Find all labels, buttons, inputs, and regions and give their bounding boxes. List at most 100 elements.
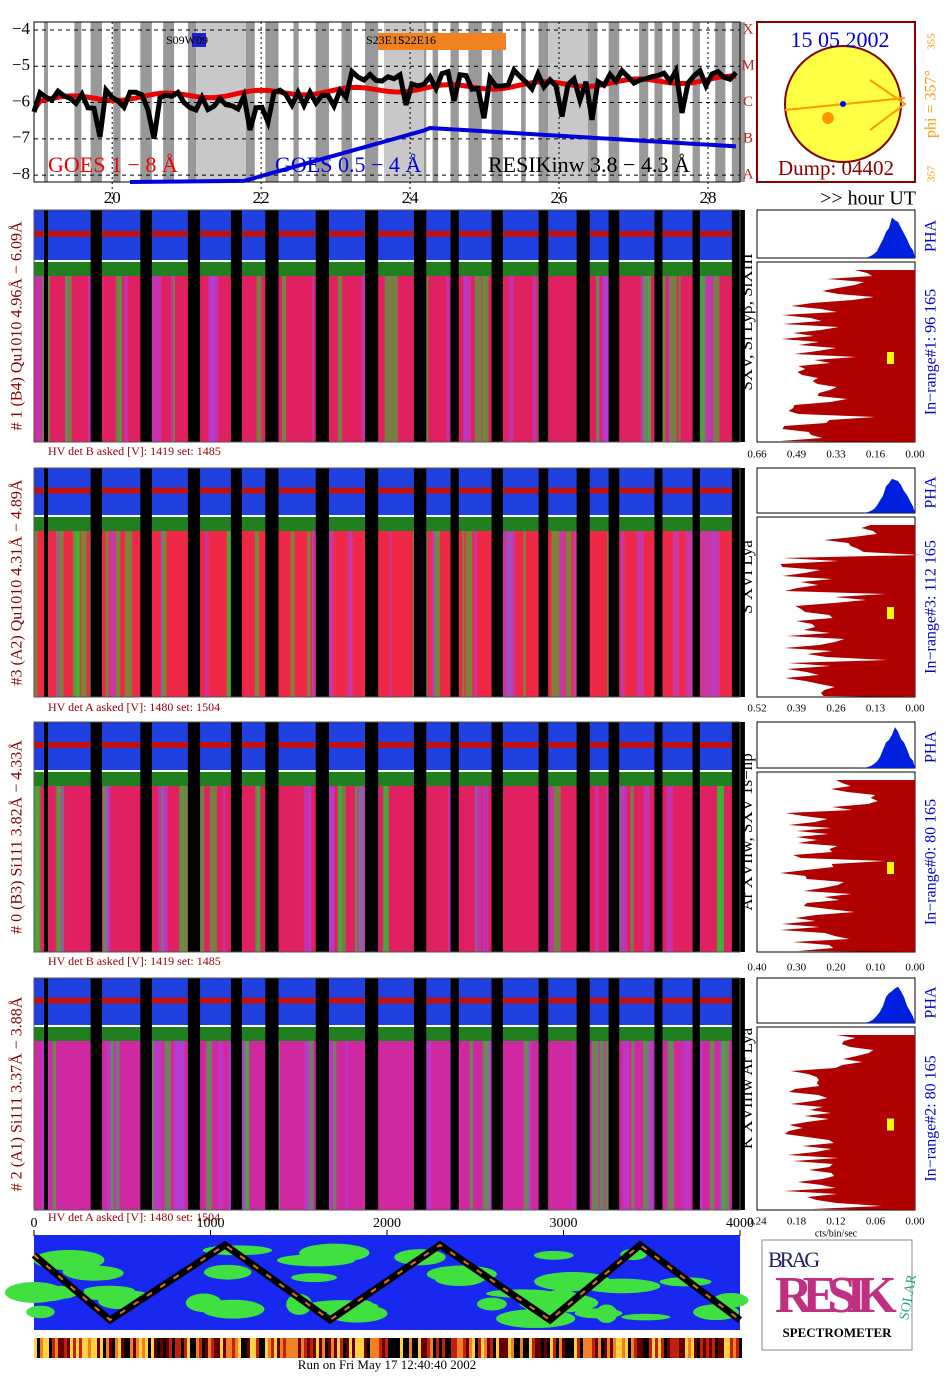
speckle-column bbox=[115, 531, 121, 697]
speckle-column bbox=[666, 786, 673, 952]
gap-bar bbox=[538, 22, 549, 182]
color-bar-cell bbox=[163, 1338, 166, 1358]
color-bar-cell bbox=[118, 1338, 121, 1358]
speckle-column bbox=[162, 786, 169, 952]
x-tick-label: 28 bbox=[699, 188, 716, 207]
speckle-column bbox=[164, 1041, 171, 1210]
color-bar-cell bbox=[112, 1338, 115, 1358]
color-bar-cell bbox=[106, 1338, 109, 1358]
color-bar-cell bbox=[394, 1338, 397, 1358]
spectrum bbox=[784, 1035, 915, 1210]
speckle-column bbox=[683, 1041, 691, 1210]
data-gap bbox=[230, 978, 242, 1210]
color-bar-cell bbox=[184, 1338, 187, 1358]
speckle-column bbox=[172, 276, 175, 442]
color-bar-cell bbox=[700, 1338, 703, 1358]
color-bar-cell bbox=[478, 1338, 481, 1358]
color-bar-cell bbox=[208, 1338, 211, 1358]
speckle-column bbox=[474, 786, 482, 952]
speckle-column bbox=[532, 276, 537, 442]
color-bar-cell bbox=[502, 1338, 505, 1358]
data-gap bbox=[365, 210, 379, 442]
data-gap bbox=[90, 210, 102, 442]
color-bar-cell bbox=[217, 1338, 220, 1358]
color-bar-cell bbox=[322, 1338, 325, 1358]
color-bar-cell bbox=[250, 1338, 253, 1358]
color-bar-cell bbox=[52, 1338, 55, 1358]
speckle-column bbox=[254, 531, 260, 697]
speckle-column bbox=[110, 1041, 114, 1210]
pha-histogram bbox=[757, 727, 915, 768]
speckle-column bbox=[631, 1041, 635, 1210]
gap-bar bbox=[639, 22, 649, 182]
color-bar-cell bbox=[103, 1338, 106, 1358]
spectrum-tick: 0.13 bbox=[866, 703, 886, 715]
speckle-column bbox=[337, 276, 343, 442]
color-bar-cell bbox=[304, 1338, 307, 1358]
speckle-column bbox=[105, 531, 109, 697]
speckle-column bbox=[345, 1041, 349, 1210]
data-gap bbox=[692, 722, 700, 952]
pha-label: PHA bbox=[923, 476, 940, 508]
color-bar-cell bbox=[280, 1338, 283, 1358]
color-bar-cell bbox=[34, 1338, 37, 1358]
spectrum-tick: 0.00 bbox=[905, 962, 925, 974]
data-gap bbox=[450, 722, 459, 952]
speckle-column bbox=[384, 276, 392, 442]
speckle-column bbox=[465, 531, 473, 697]
color-bar-cell bbox=[427, 1338, 430, 1358]
speckle-column bbox=[153, 1041, 162, 1210]
color-bar-cell bbox=[658, 1338, 661, 1358]
speckle-column bbox=[173, 1041, 178, 1210]
color-bar-cell bbox=[493, 1338, 496, 1358]
color-bar-cell bbox=[91, 1338, 94, 1358]
speckle-column bbox=[65, 276, 72, 442]
color-bar-cell bbox=[214, 1338, 217, 1358]
speckle-column bbox=[60, 786, 64, 952]
speckle-column bbox=[115, 1041, 120, 1210]
color-bar-cell bbox=[466, 1338, 469, 1358]
scan-blob bbox=[477, 1297, 507, 1311]
data-gap bbox=[187, 210, 201, 442]
data-gap bbox=[365, 468, 379, 697]
color-bar-cell bbox=[55, 1338, 58, 1358]
speckle-column bbox=[706, 531, 715, 697]
data-gap bbox=[608, 978, 620, 1210]
speckle-column bbox=[227, 531, 234, 697]
data-gap bbox=[265, 722, 279, 952]
color-bar-cell bbox=[619, 1338, 622, 1358]
speckle-column bbox=[354, 786, 358, 952]
color-bar-cell bbox=[601, 1338, 604, 1358]
spectrum-tick: 0.00 bbox=[905, 703, 925, 715]
color-bar-cell bbox=[88, 1338, 91, 1358]
data-gap bbox=[187, 468, 201, 697]
color-bar-cell bbox=[682, 1338, 685, 1358]
detector-label: #3 (A2) Qu1010 4.31Å − 4.89Å bbox=[8, 479, 26, 685]
color-bar-cell bbox=[709, 1338, 712, 1358]
color-bar-cell bbox=[577, 1338, 580, 1358]
data-gap bbox=[608, 722, 620, 952]
color-bar-cell bbox=[364, 1338, 367, 1358]
color-bar-cell bbox=[313, 1338, 316, 1358]
dump-label: Dump: 04402 bbox=[778, 156, 894, 180]
color-bar-cell bbox=[727, 1338, 730, 1358]
color-bar-cell bbox=[235, 1338, 238, 1358]
speckle-column bbox=[642, 276, 651, 442]
color-bar-cell bbox=[460, 1338, 463, 1358]
color-bar-cell bbox=[475, 1338, 478, 1358]
sun-spot bbox=[822, 112, 834, 124]
speckle-column bbox=[119, 276, 122, 442]
speckle-column bbox=[523, 1041, 530, 1210]
run-label: Run on Fri May 17 12:40:40 2002 bbox=[298, 1357, 476, 1372]
data-gap bbox=[491, 978, 503, 1210]
speckle-column bbox=[595, 276, 599, 442]
phi-left: 357 bbox=[926, 165, 938, 182]
speckle-column bbox=[52, 1041, 57, 1210]
speckle-column bbox=[56, 531, 60, 697]
spectrum-tick: 0.10 bbox=[866, 962, 886, 974]
spectrum bbox=[780, 780, 915, 952]
logo-resik: RESIK bbox=[775, 1267, 897, 1324]
spectrum-tick: 0.26 bbox=[826, 703, 846, 715]
logo-caption: SPECTROMETER bbox=[782, 1325, 892, 1340]
